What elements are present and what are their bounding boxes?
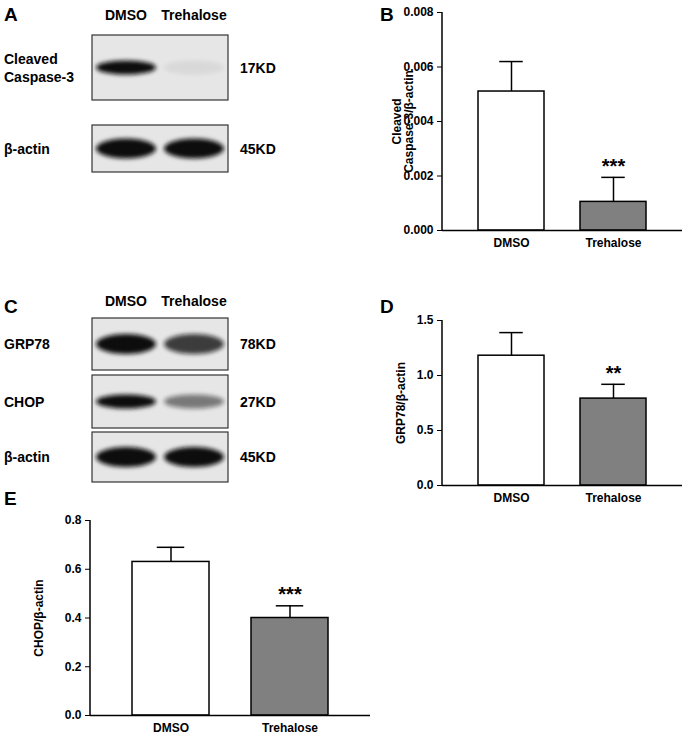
svg-text:0.000: 0.000 [403,223,433,237]
svg-text:Trehalose: Trehalose [585,236,641,250]
svg-text:0.8: 0.8 [65,513,82,527]
svg-text:DMSO: DMSO [153,721,189,735]
svg-text:***: *** [602,155,626,177]
svg-text:45KD: 45KD [240,449,276,465]
svg-text:0.2: 0.2 [65,660,82,674]
svg-text:0.0: 0.0 [65,708,82,722]
svg-text:DMSO: DMSO [494,491,530,505]
svg-text:0.002: 0.002 [403,168,434,183]
svg-text:78KD: 78KD [240,336,276,352]
svg-text:0.006: 0.006 [403,59,434,74]
svg-text:1.5: 1.5 [417,313,434,327]
html-text:B: B [380,4,394,25]
svg-text:0.6: 0.6 [65,562,82,576]
html-text:A: A [4,4,18,25]
svg-text:1.0: 1.0 [417,368,434,382]
svg-text:**: ** [606,362,622,384]
svg-text:Caspase-3: Caspase-3 [4,69,74,85]
svg-text:Trehalose: Trehalose [161,293,227,309]
svg-text:β-actin: β-actin [4,449,50,465]
svg-text:CHOP/β-actin: CHOP/β-actin [32,579,46,656]
svg-text:DMSO: DMSO [494,236,530,250]
svg-text:β-actin: β-actin [4,141,50,157]
svg-text:DMSO: DMSO [105,293,147,309]
svg-text:Trehalose: Trehalose [262,721,318,735]
svg-text:0.008: 0.008 [403,5,433,19]
html-text:C: C [4,296,18,317]
svg-text:CleavedCaspase-3/β-actin: CleavedCaspase-3/β-actin [390,70,416,173]
svg-text:Trehalose: Trehalose [585,491,641,505]
svg-text:GRP78: GRP78 [4,336,50,352]
svg-text:Trehalose: Trehalose [161,7,227,23]
svg-text:45KD: 45KD [240,141,276,157]
html-text:E: E [4,488,17,509]
svg-text:0.0: 0.0 [417,478,434,492]
svg-text:CHOP: CHOP [4,394,44,410]
svg-text:0.4: 0.4 [65,611,82,625]
svg-text:17KD: 17KD [240,60,276,76]
svg-text:0.5: 0.5 [417,423,434,437]
svg-text:Cleaved: Cleaved [4,51,58,67]
svg-text:GRP78/β-actin: GRP78/β-actin [394,362,408,444]
svg-text:DMSO: DMSO [105,7,147,23]
svg-text:***: *** [278,583,302,605]
svg-text:0.004: 0.004 [403,114,434,129]
svg-text:27KD: 27KD [240,394,276,410]
html-text:D: D [380,296,394,317]
